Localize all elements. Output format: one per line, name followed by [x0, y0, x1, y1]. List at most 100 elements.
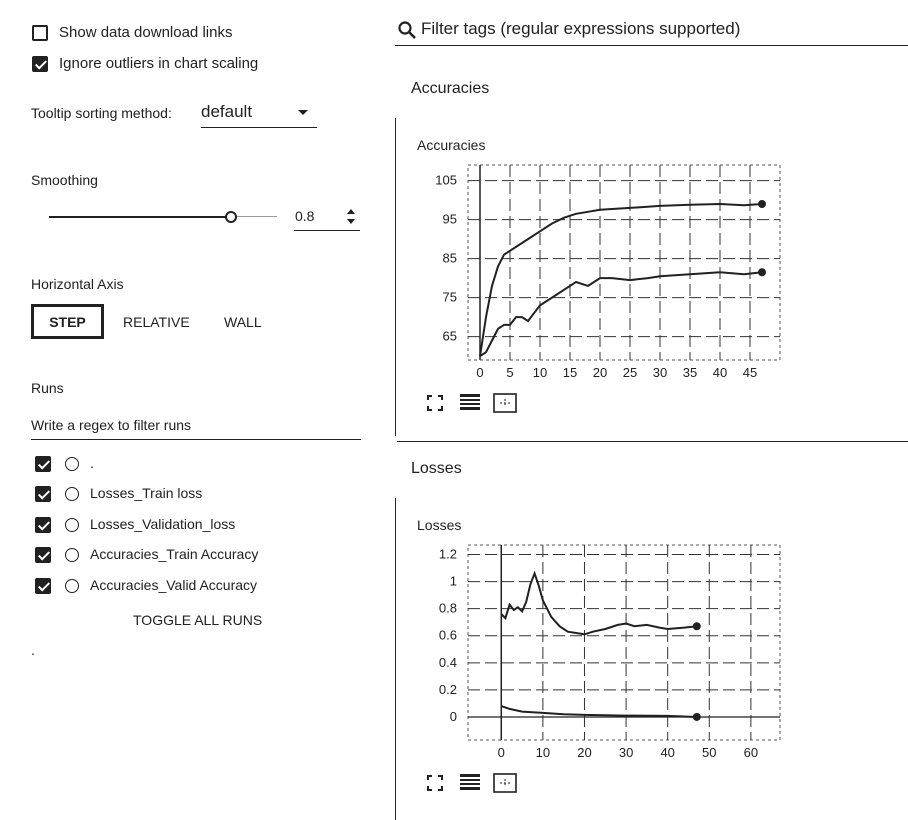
x-tick-label: 20: [577, 745, 591, 760]
smoothing-slider-track-filled: [49, 216, 230, 218]
group-left-rule: [395, 498, 396, 820]
run-row[interactable]: Accuracies_Valid Accuracy: [35, 577, 365, 597]
run-label: Losses_Train loss: [90, 485, 203, 501]
smoothing-label: Smoothing: [31, 172, 98, 188]
y-tick-label: 0.4: [439, 655, 457, 670]
search-icon: [398, 21, 416, 39]
horizontal-axis-label: Horizontal Axis: [31, 276, 124, 292]
series-line: [479, 271, 763, 357]
data-table-icon[interactable]: [460, 774, 480, 791]
run-label: Losses_Validation_loss: [90, 516, 236, 532]
show-download-links-checkbox[interactable]: [32, 25, 48, 41]
runs-filter-placeholder: Write a regex to filter runs: [31, 417, 192, 433]
group-divider: [397, 441, 908, 442]
sidebar-footer-dot: .: [31, 642, 35, 658]
runs-label: Runs: [31, 380, 64, 396]
axis-relative-button[interactable]: RELATIVE: [123, 314, 190, 330]
run-checkbox[interactable]: [35, 547, 51, 563]
series-line: [500, 570, 697, 636]
tag-filter-input[interactable]: Filter tags (regular expressions support…: [395, 14, 908, 46]
y-tick-label: 105: [435, 173, 457, 188]
x-tick-label: 0: [498, 745, 505, 760]
group-left-rule: [395, 118, 396, 436]
y-tick-label: 75: [443, 290, 457, 305]
run-label: Accuracies_Valid Accuracy: [90, 577, 258, 593]
run-checkbox[interactable]: [35, 456, 51, 472]
tag-filter-placeholder: Filter tags (regular expressions support…: [421, 19, 741, 38]
run-color-radio[interactable]: [65, 548, 79, 562]
smoothing-value: 0.8: [295, 208, 315, 224]
plot-frame: [467, 544, 781, 741]
x-tick-label: 40: [660, 745, 674, 760]
series-line: [479, 202, 763, 357]
fullscreen-icon[interactable]: [427, 395, 443, 411]
ignore-outliers-checkbox[interactable]: [32, 56, 48, 72]
x-tick-label: 45: [743, 365, 757, 380]
axis-step-button[interactable]: STEP: [31, 304, 104, 339]
x-tick-label: 25: [623, 365, 637, 380]
toggle-all-runs-button[interactable]: TOGGLE ALL RUNS: [133, 612, 263, 628]
losses-chart: 0 10 20 30 40 50 60 0 0.2 0.4 0.6 0.8 1 1.2: [439, 544, 781, 760]
x-tick-label: 40: [713, 365, 727, 380]
run-checkbox[interactable]: [35, 486, 51, 502]
tooltip-sorting-select[interactable]: default: [201, 100, 317, 128]
fit-domain-icon[interactable]: [493, 393, 517, 413]
y-tick-label: 95: [443, 212, 457, 227]
fit-domain-icon[interactable]: [493, 773, 517, 793]
x-tick-label: 30: [653, 365, 667, 380]
run-color-radio[interactable]: [65, 518, 79, 532]
x-tick-label: 50: [702, 745, 716, 760]
run-row[interactable]: .: [35, 455, 365, 475]
stepper-up-icon[interactable]: [347, 209, 355, 214]
card-toolbar: [425, 392, 525, 414]
tooltip-sorting-value: default: [201, 102, 253, 121]
smoothing-slider[interactable]: [49, 207, 277, 227]
data-table-icon[interactable]: [460, 394, 480, 411]
axis-wall-button[interactable]: WALL: [224, 314, 262, 330]
show-download-links-label: Show data download links: [59, 24, 233, 41]
smoothing-slider-thumb[interactable]: [225, 211, 237, 223]
series-end-point: [758, 268, 766, 277]
smoothing-slider-track-empty: [230, 216, 277, 217]
runs-filter-input[interactable]: Write a regex to filter runs: [31, 411, 361, 440]
group-title: Accuracies: [411, 80, 490, 97]
x-tick-label: 35: [683, 365, 697, 380]
fullscreen-icon[interactable]: [427, 775, 443, 791]
run-color-radio[interactable]: [65, 457, 79, 471]
y-tick-label: 0.6: [439, 628, 457, 643]
y-tick-label: 0.8: [439, 601, 457, 616]
x-tick-label: 0: [476, 365, 483, 380]
axis-step-label: STEP: [49, 314, 86, 330]
smoothing-input[interactable]: 0.8: [294, 203, 360, 231]
run-color-radio[interactable]: [65, 487, 79, 501]
run-label: .: [90, 455, 94, 471]
run-color-radio[interactable]: [65, 579, 79, 593]
x-tick-label: 15: [563, 365, 577, 380]
card-title: Losses: [417, 517, 462, 533]
stepper-down-icon[interactable]: [347, 219, 355, 224]
plot-frame: [467, 164, 781, 361]
y-tick-label: 1.2: [439, 546, 457, 561]
chevron-down-icon: [298, 110, 308, 115]
run-checkbox[interactable]: [35, 578, 51, 594]
run-row[interactable]: Losses_Validation_loss: [35, 516, 365, 536]
x-tick-label: 5: [506, 365, 513, 380]
tooltip-sorting-label: Tooltip sorting method:: [31, 105, 172, 121]
accuracies-chart: 0 5 10 15 20 25 30 35 40 45 65 75 85 95 105: [435, 164, 781, 380]
run-row[interactable]: Losses_Train loss: [35, 485, 365, 505]
card-toolbar: [425, 772, 525, 794]
x-tick-label: 30: [619, 745, 633, 760]
series-line: [500, 705, 697, 718]
run-row[interactable]: Accuracies_Train Accuracy: [35, 546, 365, 566]
y-tick-label: 85: [443, 251, 457, 266]
x-tick-label: 10: [536, 745, 550, 760]
series-end-point: [692, 712, 701, 721]
card-title: Accuracies: [417, 137, 486, 153]
y-tick-label: 0.2: [439, 682, 457, 697]
run-checkbox[interactable]: [35, 517, 51, 533]
x-tick-label: 10: [533, 365, 547, 380]
ignore-outliers-label: Ignore outliers in chart scaling: [59, 55, 259, 72]
series-end-point: [758, 200, 766, 208]
y-tick-label: 0: [450, 709, 457, 724]
x-tick-label: 20: [593, 365, 607, 380]
